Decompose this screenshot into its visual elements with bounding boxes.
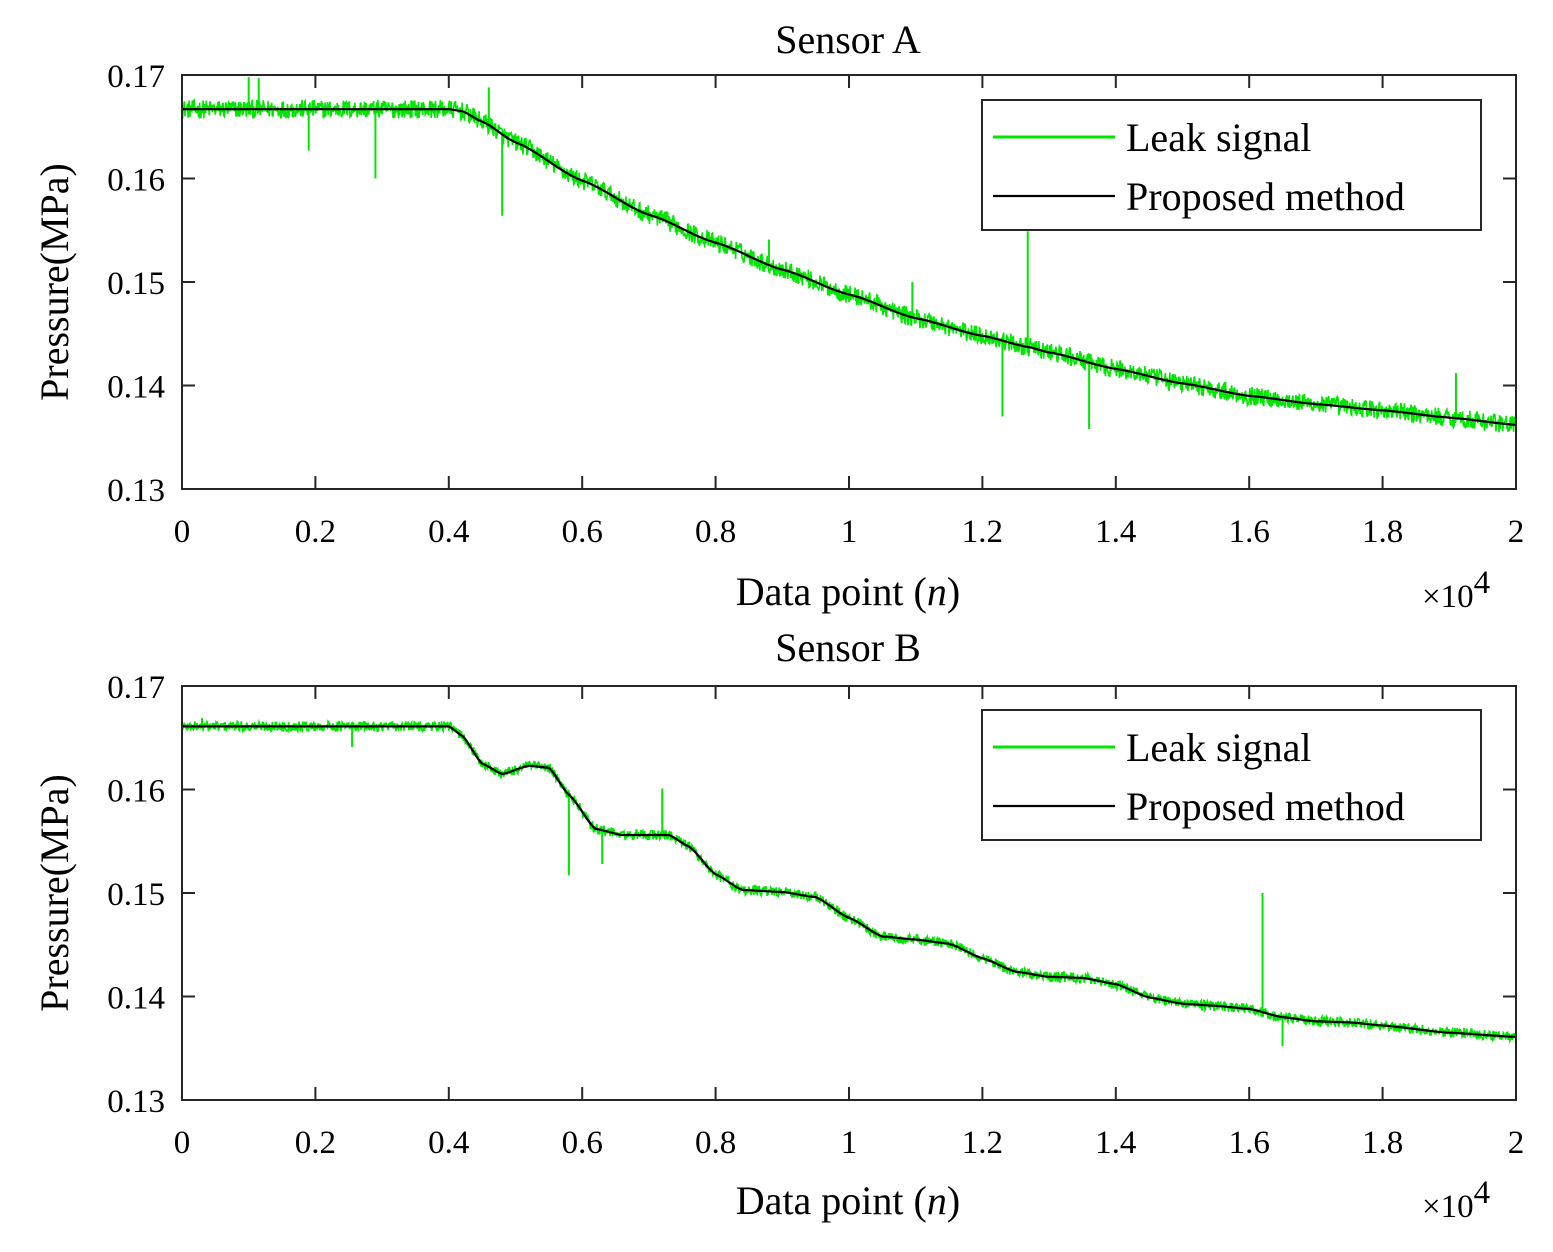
chart-title-b: Sensor B (775, 625, 921, 670)
plot-frame-b (181, 685, 1517, 1101)
x-multiplier-b-base: ×10 (1422, 1189, 1474, 1225)
x-tick-label: 1.4 (1095, 514, 1136, 550)
legend-label-leak-a: Leak signal (1126, 115, 1312, 160)
x-multiplier-a-base: ×10 (1422, 579, 1474, 615)
y-tick-label: 0.15 (107, 266, 165, 302)
legend-label-method-b: Proposed method (1126, 784, 1405, 829)
legend-box-a (981, 99, 1482, 231)
y-tick-label: 0.15 (107, 877, 165, 913)
x-tick-label: 0.4 (428, 514, 469, 550)
x-tick-label: 1.4 (1095, 1125, 1136, 1161)
series-leak-signal-a (182, 77, 1516, 433)
x-tick-label: 0 (174, 1125, 191, 1161)
x-axis-label-b-var: n (927, 1178, 947, 1223)
x-axis-label-a-var: n (927, 569, 947, 614)
x-axis-label-b-end: ) (947, 1178, 960, 1223)
legend-label-method-a: Proposed method (1126, 174, 1405, 219)
x-tick-label: 2 (1508, 514, 1525, 550)
x-multiplier-a-exp: 4 (1474, 565, 1491, 601)
panel-sensor-b: Sensor B 0 0.2 0.4 0.6 0.8 1 1.2 1.4 1.6 1.8 2 0.1… (32, 625, 1524, 1225)
y-tick-label: 0.13 (107, 473, 165, 509)
x-tick-label: 0.6 (562, 1125, 603, 1161)
x-tick-label: 0.4 (428, 1125, 469, 1161)
y-axis-label-b: Pressure(MPa) (32, 774, 77, 1012)
y-tick-label: 0.17 (107, 670, 165, 706)
y-tick-label: 0.17 (107, 59, 165, 95)
chart-title-a: Sensor A (775, 17, 921, 62)
x-multiplier-b: ×104 (1422, 1175, 1490, 1225)
x-tick-label: 1.2 (962, 514, 1003, 550)
panel-sensor-a: Sensor A 0 0.2 0.4 0.6 0.8 1 1.2 1.4 1.6 1.8 2 0.1… (32, 17, 1524, 615)
y-tick-label: 0.14 (107, 370, 165, 406)
plot-frame-a (181, 74, 1517, 490)
x-tick-label: 1 (841, 514, 858, 550)
x-tick-labels-b: 0 0.2 0.4 0.6 0.8 1 1.2 1.4 1.6 1.8 2 (174, 1125, 1525, 1161)
x-tick-labels-a: 0 0.2 0.4 0.6 0.8 1 1.2 1.4 1.6 1.8 2 (174, 514, 1525, 550)
x-axis-label-a: Data point (n) (736, 569, 960, 614)
x-tick-label: 0.8 (695, 1125, 736, 1161)
x-tick-label: 0.2 (295, 514, 336, 550)
legend-a: Leak signal Proposed method (981, 99, 1482, 231)
x-tick-label: 1.6 (1229, 514, 1270, 550)
y-tick-label: 0.14 (107, 981, 165, 1017)
y-tick-labels-b: 0.13 0.14 0.15 0.16 0.17 (107, 670, 165, 1120)
x-axis-label-b-main: Data point ( (736, 1178, 927, 1223)
legend-box-b (981, 709, 1482, 841)
x-tick-label: 0 (174, 514, 191, 550)
x-axis-label-b: Data point (n) (736, 1178, 960, 1223)
x-multiplier-b-exp: 4 (1474, 1175, 1491, 1211)
legend-label-leak-b: Leak signal (1126, 725, 1312, 770)
y-axis-label-a: Pressure(MPa) (32, 163, 77, 401)
y-tick-label: 0.13 (107, 1084, 165, 1120)
y-tick-label: 0.16 (107, 163, 165, 199)
legend-b: Leak signal Proposed method (981, 709, 1482, 841)
x-tick-label: 1 (841, 1125, 858, 1161)
x-multiplier-a: ×104 (1422, 565, 1490, 615)
x-tick-label: 2 (1508, 1125, 1525, 1161)
x-tick-label: 1.8 (1362, 1125, 1403, 1161)
y-tick-label: 0.16 (107, 774, 165, 810)
x-tick-label: 1.6 (1229, 1125, 1270, 1161)
series-proposed-method-b (182, 725, 1516, 1038)
y-tick-labels-a: 0.13 0.14 0.15 0.16 0.17 (107, 59, 165, 509)
x-tick-label: 0.8 (695, 514, 736, 550)
x-tick-label: 0.6 (562, 514, 603, 550)
series-proposed-method-a (182, 108, 1516, 426)
x-tick-label: 0.2 (295, 1125, 336, 1161)
x-axis-label-a-end: ) (947, 569, 960, 614)
leak-signal-line (182, 98, 1516, 433)
x-tick-label: 1.8 (1362, 514, 1403, 550)
x-axis-label-a-main: Data point ( (736, 569, 927, 614)
x-tick-label: 1.2 (962, 1125, 1003, 1161)
